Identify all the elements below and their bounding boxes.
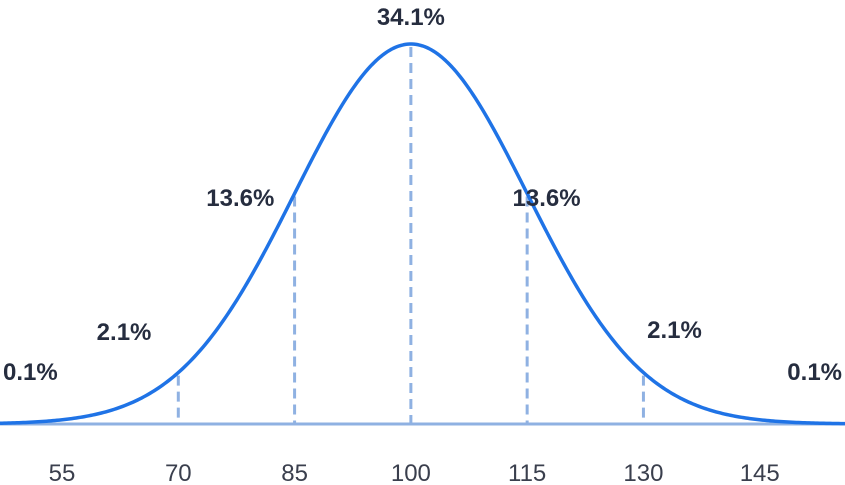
band-label-0: 0.1% xyxy=(3,359,58,386)
band-label-4: 13.6% xyxy=(513,185,581,212)
bell-curve xyxy=(0,42,845,426)
band-label-2: 13.6% xyxy=(206,185,274,212)
x-tick-labels: 55 70 85 100 115 130 145 xyxy=(49,460,780,485)
band-label-6: 0.1% xyxy=(787,359,842,386)
x-tick-label-55: 55 xyxy=(49,460,76,485)
band-labels: 0.1% 2.1% 13.6% 34.1% 13.6% 2.1% 0.1% xyxy=(3,4,842,386)
x-tick-label-70: 70 xyxy=(165,460,192,485)
marker-lines xyxy=(176,47,645,424)
x-tick-label-85: 85 xyxy=(281,460,308,485)
x-tick-label-115: 115 xyxy=(508,460,546,485)
x-tick-label-130: 130 xyxy=(623,460,663,485)
band-label-5: 2.1% xyxy=(647,317,702,344)
band-label-1: 2.1% xyxy=(97,319,152,346)
x-tick-label-100: 100 xyxy=(391,460,431,485)
band-label-3: 34.1% xyxy=(377,4,445,31)
x-tick-label-145: 145 xyxy=(740,460,780,485)
